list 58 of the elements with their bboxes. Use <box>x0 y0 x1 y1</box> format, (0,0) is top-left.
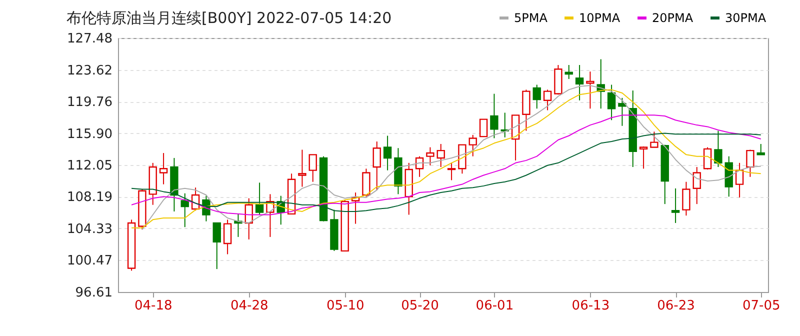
legend-label: 10PMA <box>579 11 621 25</box>
x-tick-label: 06-01 <box>476 298 514 314</box>
x-tick-label: 06-13 <box>572 298 610 314</box>
x-tick-label: 05-20 <box>401 298 439 314</box>
candlestick <box>746 149 754 178</box>
candlestick <box>298 149 306 188</box>
legend-label: 30PMA <box>725 11 767 25</box>
candlestick <box>212 222 221 270</box>
candlestick <box>415 156 424 178</box>
x-tick-label: 04-18 <box>134 298 172 314</box>
candlestick <box>479 118 488 138</box>
y-tick-label: 119.76 <box>67 95 112 110</box>
y-tick-label: 108.19 <box>67 190 112 206</box>
candlestick <box>543 89 552 111</box>
candlestick <box>735 162 744 198</box>
candlestick <box>362 168 370 198</box>
y-tick-label: 115.90 <box>67 126 112 142</box>
legend-label: 5PMA <box>514 11 548 25</box>
y-tick-label: 112.05 <box>67 158 112 174</box>
candlestick <box>639 146 648 170</box>
y-tick-label: 96.61 <box>75 286 112 300</box>
candlestick <box>490 93 498 139</box>
candlestick <box>308 154 317 182</box>
candlestick <box>756 143 765 156</box>
x-tick-label: 05-10 <box>326 298 364 314</box>
candlestick <box>671 188 680 224</box>
candlestick <box>180 192 189 228</box>
candlestick <box>159 152 168 185</box>
candlestick <box>458 144 466 174</box>
candlestick <box>447 162 456 181</box>
candlestick <box>372 141 381 191</box>
candlestick <box>692 166 701 205</box>
candlestick <box>223 219 232 255</box>
candlestick <box>436 143 445 168</box>
y-tick-label: 127.48 <box>67 32 112 46</box>
y-tick-label: 104.33 <box>67 222 112 237</box>
candlestick <box>383 135 392 171</box>
x-tick-label: 07-05 <box>742 298 780 314</box>
candlestick <box>650 131 658 148</box>
candlestick <box>468 134 477 157</box>
candlestick <box>255 182 264 216</box>
x-tick-label: 06-23 <box>657 298 695 314</box>
candlestick <box>575 64 584 101</box>
candlestick <box>426 146 434 166</box>
candlestick <box>714 130 722 168</box>
candlestick <box>607 84 616 121</box>
candlestick <box>532 84 541 110</box>
candlestick <box>682 181 690 216</box>
x-tick-label: 04-28 <box>230 298 268 314</box>
candlestick <box>703 146 712 170</box>
candlestick <box>522 89 530 132</box>
legend-label: 20PMA <box>652 11 694 25</box>
candlestick <box>564 64 573 80</box>
candlestick <box>618 97 626 126</box>
chart-title: 布伦特原油当月连续[B00Y] 2022-07-05 14:20 <box>66 9 392 27</box>
candlestick <box>586 71 594 110</box>
y-tick-label: 100.47 <box>67 254 112 269</box>
y-tick-label: 123.62 <box>67 63 112 78</box>
